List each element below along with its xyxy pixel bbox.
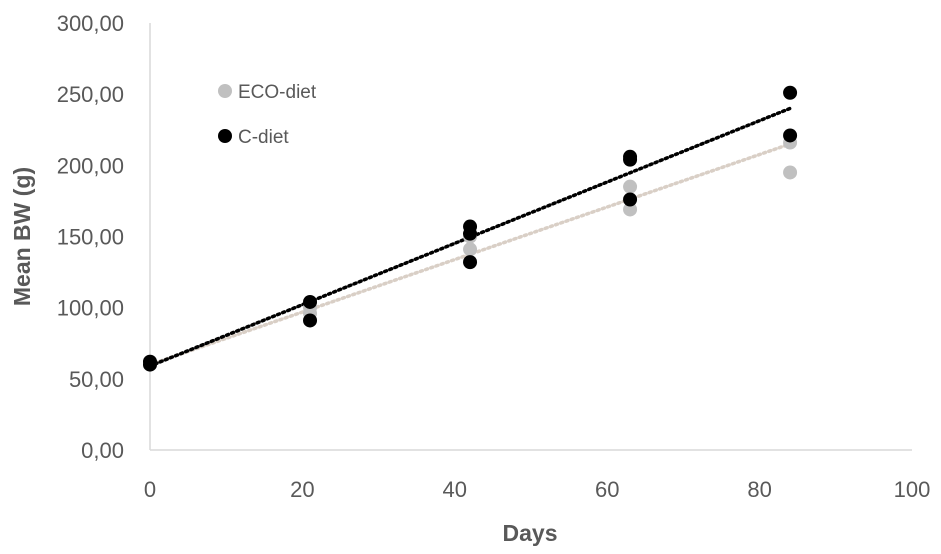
data-point-c-diet [463,255,478,270]
x-tick-label: 80 [747,477,771,502]
data-point-c-diet [143,357,157,372]
data-point-eco-diet [463,242,478,257]
y-tick-label: 0,00 [81,438,124,463]
data-point-eco-diet [623,202,638,217]
data-point-c-diet [463,226,478,241]
data-point-c-diet [303,294,318,309]
y-tick-label: 150,00 [57,225,124,250]
x-tick-label: 20 [290,477,314,502]
data-point-c-diet [623,152,638,167]
y-tick-label: 100,00 [57,296,124,321]
x-tick-label: 60 [595,477,619,502]
x-tick-label: 0 [144,477,156,502]
data-point-c-diet [623,192,638,207]
data-point-eco-diet [623,179,638,194]
legend-marker-eco-diet [218,84,232,98]
axes: 0,00 50,00 100,00 150,00 200,00 250,00 300,00 0… [57,11,931,502]
data-point-c-diet [783,85,798,100]
y-tick-label: 300,00 [57,11,124,36]
x-axis-title: Days [503,520,558,546]
x-tick-label: 40 [443,477,467,502]
y-tick-label: 250,00 [57,82,124,107]
legend-label: C-diet [238,127,289,148]
y-tick-label: 200,00 [57,153,124,178]
data-point-c-diet [303,313,318,328]
legend: ECO-diet C-diet [218,82,317,148]
data-points [143,85,798,372]
legend-marker-c-diet [218,129,232,143]
y-tick-label: 50,00 [69,367,124,392]
y-axis-title: Mean BW (g) [9,167,35,306]
legend-label: ECO-diet [238,82,317,103]
x-tick-label: 100 [894,477,931,502]
data-point-eco-diet [783,165,798,180]
data-point-c-diet [783,128,798,143]
